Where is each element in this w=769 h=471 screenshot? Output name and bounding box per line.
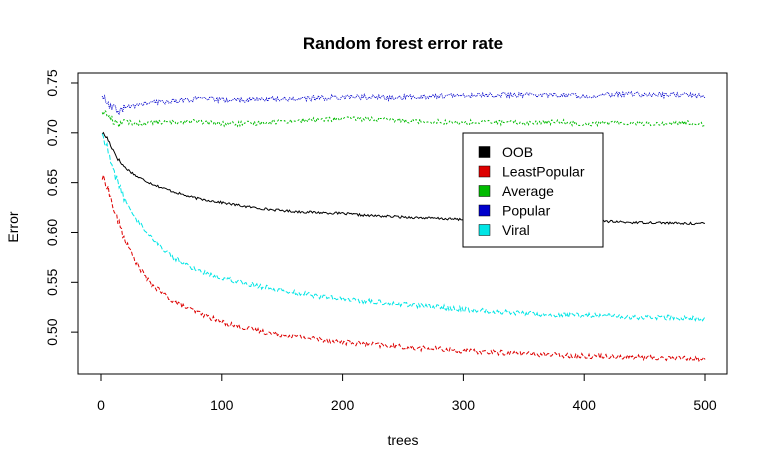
legend-label: OOB <box>502 144 533 160</box>
x-tick-label: 100 <box>210 397 234 413</box>
series-line-popular <box>101 90 706 115</box>
series-layer <box>101 90 706 363</box>
x-axis-ticks: 0 100 200 300 400 500 <box>97 374 717 413</box>
x-tick-label: 300 <box>452 397 476 413</box>
y-tick-label: 0.55 <box>44 268 60 295</box>
legend-swatch-oob <box>478 146 491 158</box>
legend-label: Viral <box>502 222 530 238</box>
series-line-viral <box>101 133 706 323</box>
legend-label: Popular <box>502 203 551 219</box>
y-axis-label: Error <box>5 211 21 242</box>
x-tick-label: 0 <box>97 397 105 413</box>
y-tick-label: 0.75 <box>44 69 60 96</box>
legend-label: Average <box>502 183 554 199</box>
y-tick-label: 0.65 <box>44 169 60 196</box>
series-line-average <box>101 109 706 130</box>
x-tick-label: 200 <box>331 397 355 413</box>
y-tick-label: 0.60 <box>44 219 60 246</box>
legend-swatch-leastpopular <box>478 165 491 178</box>
x-tick-label: 400 <box>573 397 597 413</box>
x-axis-label: trees <box>387 432 418 448</box>
x-tick-label: 500 <box>693 397 717 413</box>
series-line-oob <box>101 131 706 226</box>
legend-swatch-average <box>478 185 491 197</box>
y-tick-label: 0.50 <box>44 318 60 345</box>
plot-frame <box>77 72 728 375</box>
series-line-leastpopular <box>101 174 706 363</box>
legend-swatch-viral <box>478 224 491 236</box>
chart-title: Random forest error rate <box>303 34 503 53</box>
legend-label: LeastPopular <box>502 164 585 180</box>
legend-swatch-popular <box>478 204 491 217</box>
y-tick-label: 0.70 <box>44 119 60 146</box>
y-axis-ticks: 0.50 0.55 0.60 0.65 0.70 0.75 <box>44 69 78 346</box>
legend: OOB LeastPopular Average Popular Viral <box>462 132 604 248</box>
